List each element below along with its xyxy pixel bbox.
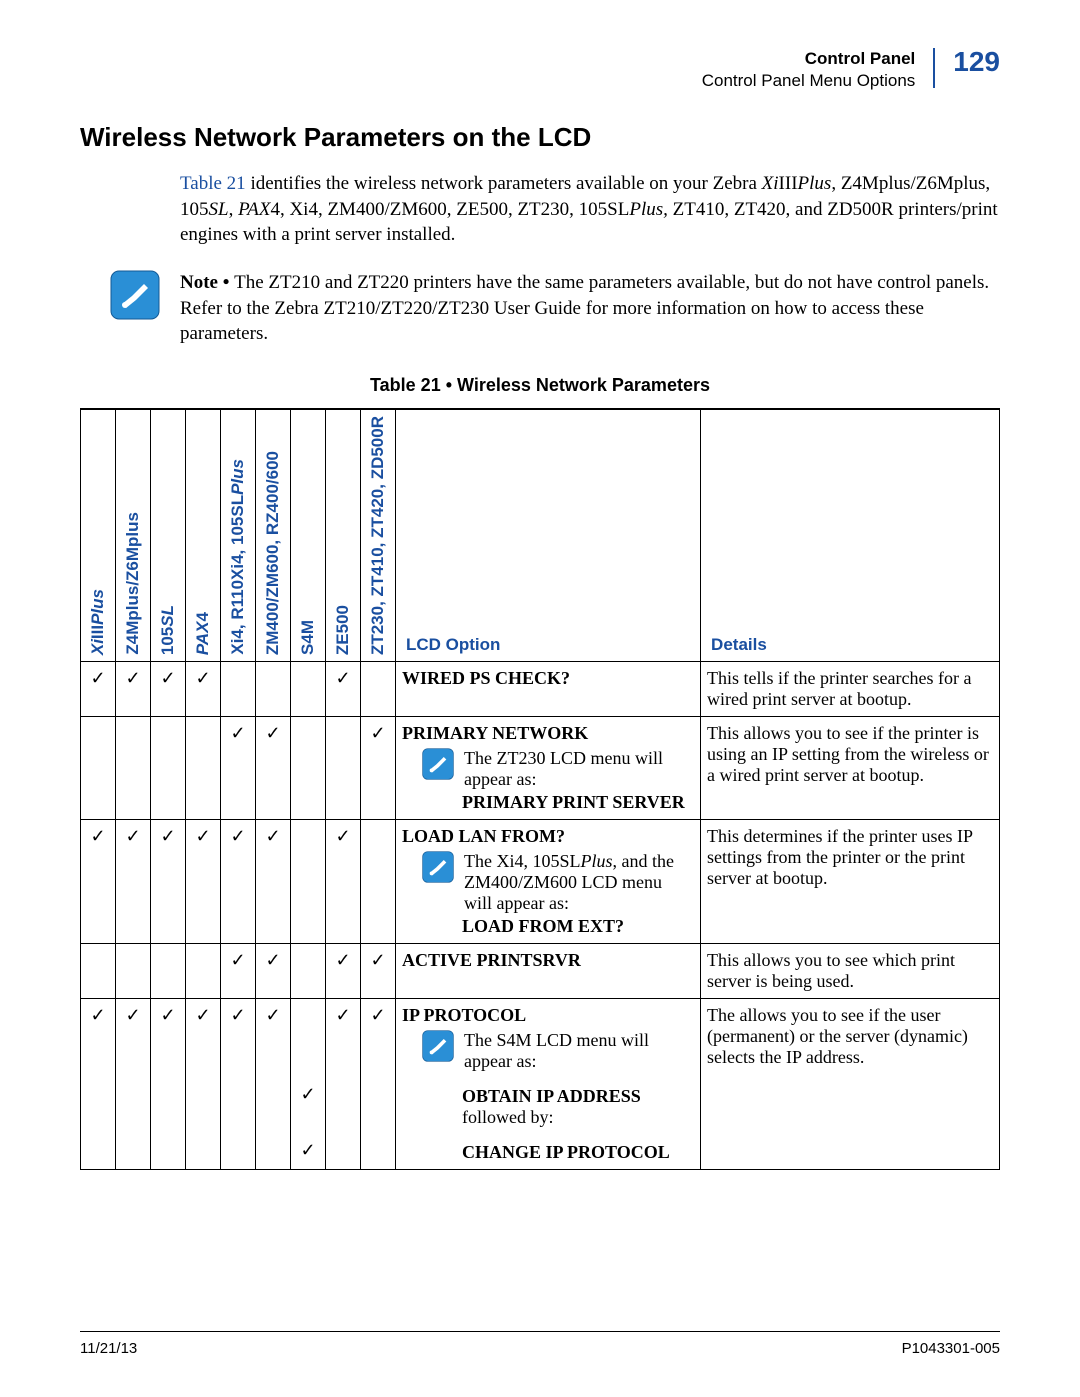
note-icon: [422, 851, 454, 883]
section-title: Wireless Network Parameters on the LCD: [80, 122, 1000, 153]
header-subsection: Control Panel Menu Options: [702, 70, 916, 92]
details-cell: This allows you to see which print serve…: [701, 944, 1000, 999]
note-text: The ZT210 and ZT220 printers have the sa…: [180, 272, 989, 344]
note-icon: [110, 270, 160, 320]
note-icon: [422, 748, 454, 780]
note-label: Note •: [180, 272, 234, 293]
details-cell: The allows you to see if the user (perma…: [701, 999, 1000, 1170]
col-zm400: ZM400/ZM600, RZ400/600: [263, 451, 283, 655]
col-xiiiiplus: XiIIIPlus: [88, 589, 108, 655]
sub-option: PRIMARY PRINT SERVER: [462, 792, 694, 813]
header-divider: [933, 48, 935, 88]
table-row: ✓ ✓ ✓ ✓ ✓ WIRED PS CHECK? This tells if …: [81, 662, 1000, 717]
sub-option: OBTAIN IP ADDRESS: [462, 1086, 694, 1107]
note-icon: [422, 1030, 454, 1062]
sub-note: The S4M LCD menu will appear as:: [464, 1030, 694, 1072]
table-row: ✓ ✓ ✓ PRIMARY NETWORK The ZT230 LCD menu…: [81, 717, 1000, 820]
sub-option: CHANGE IP PROTOCOL: [462, 1142, 694, 1163]
col-s4m: S4M: [298, 620, 318, 655]
intro-paragraph: Table 21 identifies the wireless network…: [180, 171, 1000, 248]
footer-docnum: P1043301-005: [902, 1340, 1000, 1357]
details-cell: This determines if the printer uses IP s…: [701, 820, 1000, 944]
followed-by: followed by:: [462, 1107, 694, 1128]
sub-note: The ZT230 LCD menu will appear as:: [464, 748, 694, 790]
page-footer: 11/21/13 P1043301-005: [80, 1331, 1000, 1357]
page-header: Control Panel Control Panel Menu Options…: [80, 48, 1000, 92]
footer-date: 11/21/13: [80, 1340, 137, 1357]
table-row: ✓ ✓ ✓ ✓ ✓ ✓ ✓ ✓ IP PROTOCOL: [81, 999, 1000, 1079]
col-xi4: Xi4, R110Xi4, 105SLPlus: [228, 459, 248, 655]
note-block: Note • The ZT210 and ZT220 printers have…: [80, 270, 1000, 347]
col-z4mplus: Z4Mplus/Z6Mplus: [123, 512, 143, 655]
page-number: 129: [953, 48, 1000, 76]
col-details: Details: [701, 409, 1000, 662]
header-section: Control Panel: [702, 48, 916, 70]
details-cell: This allows you to see if the printer is…: [701, 717, 1000, 820]
parameters-table: XiIIIPlus Z4Mplus/Z6Mplus 105SL PAX4 Xi4…: [80, 408, 1000, 1170]
table-caption: Table 21 • Wireless Network Parameters: [80, 375, 1000, 396]
lcd-option: PRIMARY NETWORK: [402, 723, 694, 744]
lcd-option: IP PROTOCOL: [402, 1005, 694, 1026]
table-row: ✓ ✓ ✓ ✓ ✓ ✓ ✓ LOAD LAN FROM?: [81, 820, 1000, 944]
col-zt230: ZT230, ZT410, ZT420, ZD500R: [368, 416, 388, 655]
lcd-option: WIRED PS CHECK?: [402, 668, 570, 688]
table-link: Table 21: [180, 173, 246, 194]
col-105sl: 105SL: [158, 605, 178, 655]
lcd-option: LOAD LAN FROM?: [402, 826, 694, 847]
col-pax4: PAX4: [193, 612, 213, 655]
sub-note: The Xi4, 105SLPlus, and the ZM400/ZM600 …: [464, 851, 694, 914]
details-cell: This tells if the printer searches for a…: [701, 662, 1000, 717]
col-ze500: ZE500: [333, 605, 353, 655]
table-row: ✓ ✓ ✓ ✓ ACTIVE PRINTSRVR This allows you…: [81, 944, 1000, 999]
sub-option: LOAD FROM EXT?: [462, 916, 694, 937]
lcd-option: ACTIVE PRINTSRVR: [402, 950, 581, 970]
col-lcd-option: LCD Option: [396, 409, 701, 662]
